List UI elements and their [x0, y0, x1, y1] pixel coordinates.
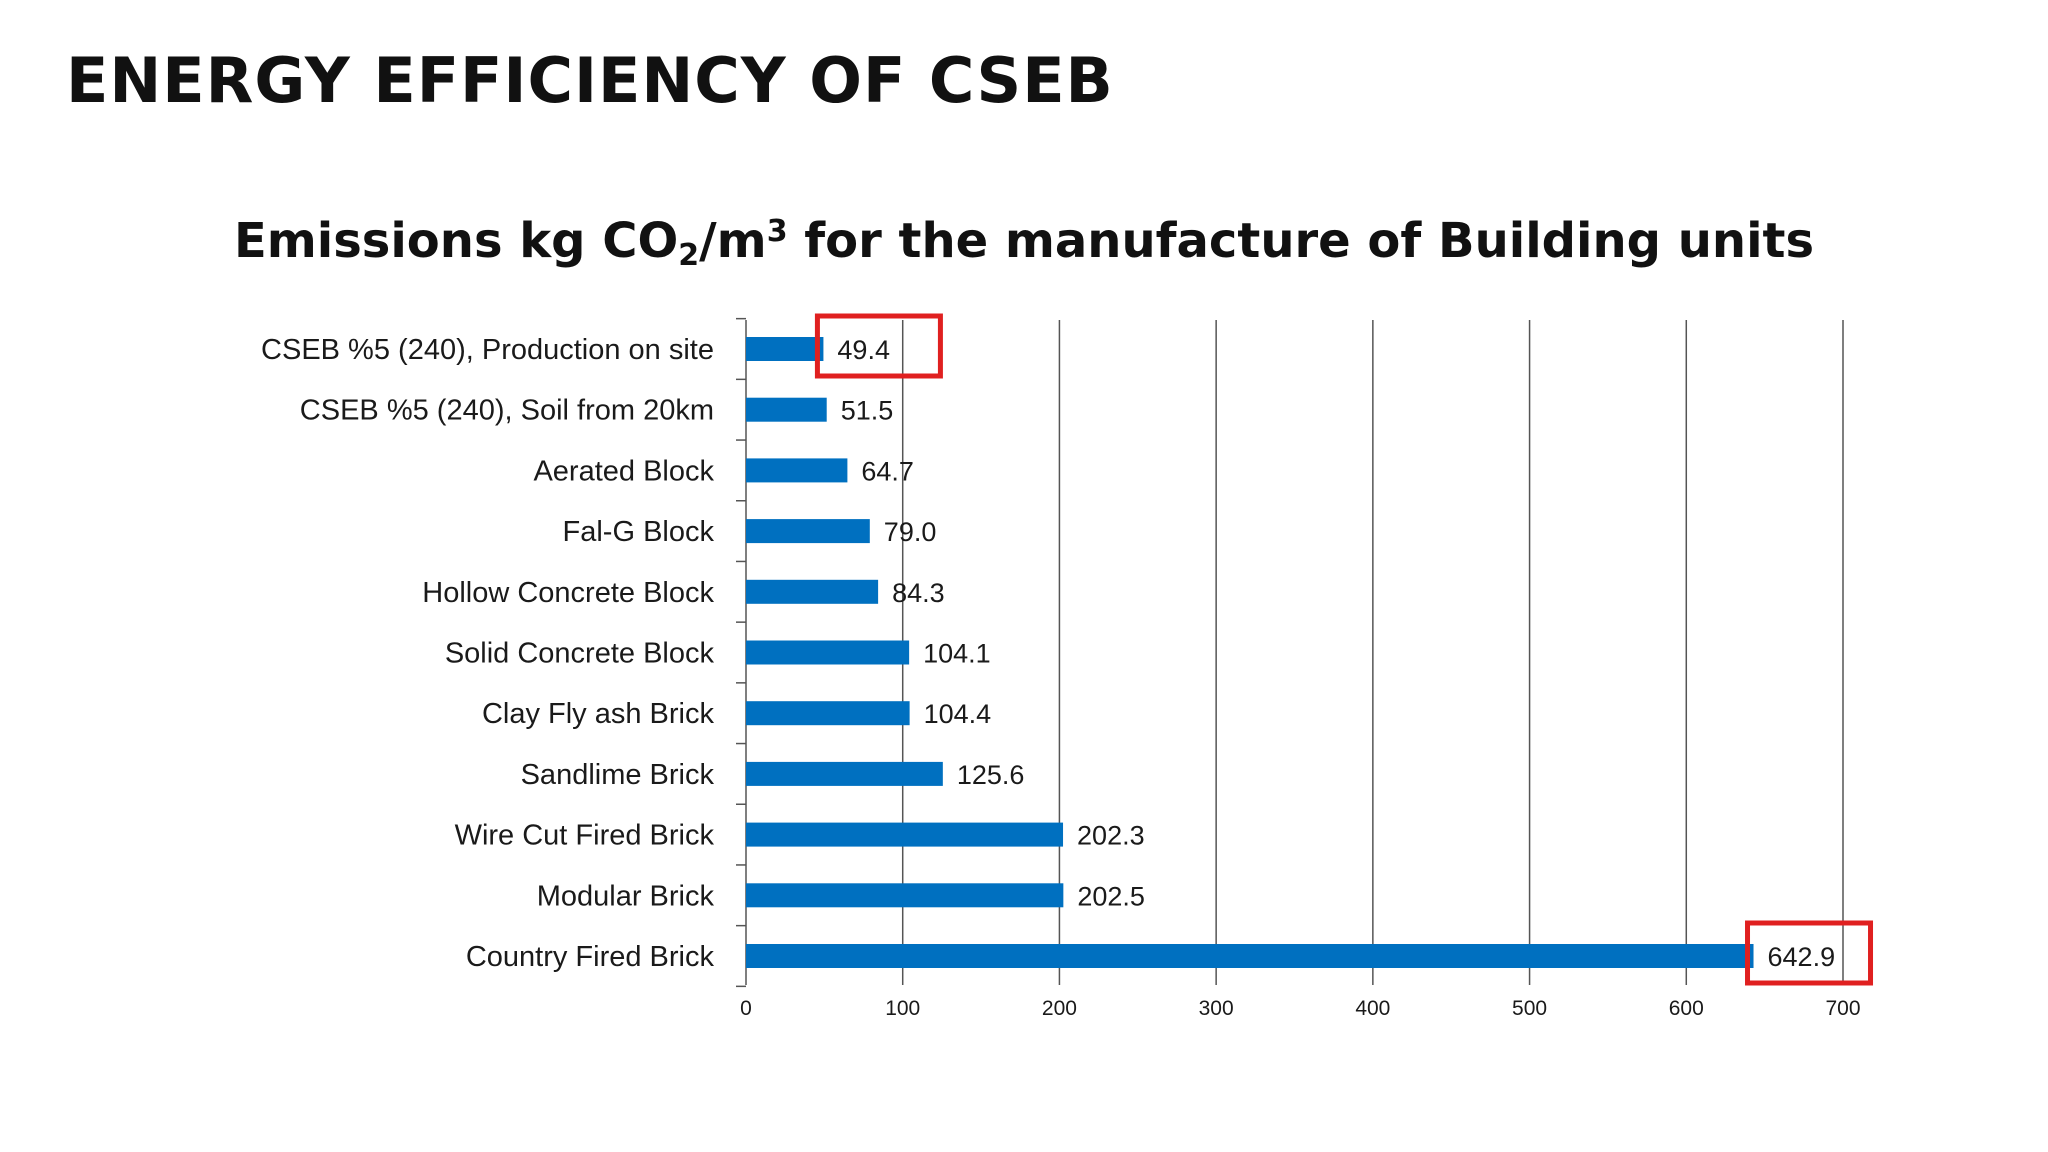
category-label: Clay Fly ash Brick: [482, 698, 715, 730]
x-tick-label: 600: [1669, 997, 1704, 1020]
bar: [746, 701, 910, 726]
value-label: 642.9: [1768, 942, 1836, 972]
value-label: 49.4: [837, 335, 890, 365]
bar: [746, 883, 1064, 908]
highlight-box: [814, 313, 943, 379]
value-label: 125.6: [957, 760, 1025, 790]
value-label: 84.3: [892, 578, 945, 608]
chart-title-part3: for the manufacture of Building units: [787, 213, 1815, 269]
category-axis: [736, 317, 747, 988]
chart-title: Emissions kg CO2/m3 for the manufacture …: [0, 213, 2048, 273]
category-label: Country Fired Brick: [466, 941, 715, 973]
x-tick-label: 300: [1199, 997, 1234, 1020]
value-label: 104.1: [923, 639, 991, 669]
x-tick-label: 200: [1042, 997, 1077, 1020]
chart-title-part2: /m: [699, 213, 767, 269]
x-tick-label: 400: [1355, 997, 1390, 1020]
value-label: 79.0: [884, 517, 937, 547]
bars: [746, 337, 1754, 968]
value-label: 202.5: [1077, 881, 1145, 911]
category-label: Fal-G Block: [563, 516, 715, 548]
value-label: 64.7: [861, 456, 914, 486]
category-label: Sandlime Brick: [521, 759, 715, 791]
bar: [746, 761, 943, 786]
category-label: CSEB %5 (240), Soil from 20km: [300, 395, 714, 427]
category-label: Wire Cut Fired Brick: [455, 820, 715, 852]
bar: [746, 579, 879, 604]
category-label: Modular Brick: [537, 880, 715, 912]
bar: [746, 337, 824, 361]
bar: [746, 397, 827, 422]
highlight-boxes: [814, 313, 1874, 986]
grid-lines: [901, 320, 1844, 985]
x-tick-label: 500: [1512, 997, 1547, 1020]
x-tick-label: 700: [1825, 997, 1860, 1020]
chart-title-part1: Emissions kg CO: [233, 213, 679, 269]
x-tick-label: 100: [885, 997, 920, 1020]
category-label: Hollow Concrete Block: [422, 577, 714, 609]
value-label: 51.5: [841, 396, 894, 426]
chart-title-superscript: 3: [766, 214, 788, 249]
category-label: Aerated Block: [533, 455, 714, 487]
bar: [746, 944, 1754, 968]
highlight-box: [1745, 920, 1874, 986]
bar: [746, 458, 848, 483]
page-title: ENERGY EFFICIENCY OF CSEB: [66, 44, 1114, 117]
bar: [746, 640, 910, 665]
chart-title-subscript: 2: [678, 238, 700, 273]
labels: 0 100 200 300 400 500 600 700 CSEB %5 (240), Pro…: [261, 334, 1860, 1020]
category-label: CSEB %5 (240), Production on site: [261, 334, 714, 366]
value-label: 202.3: [1077, 821, 1145, 851]
value-label: 104.4: [924, 699, 992, 729]
category-label: Solid Concrete Block: [445, 638, 715, 670]
bar: [746, 519, 870, 544]
bar: [746, 822, 1064, 847]
x-tick-label: 0: [740, 997, 752, 1020]
